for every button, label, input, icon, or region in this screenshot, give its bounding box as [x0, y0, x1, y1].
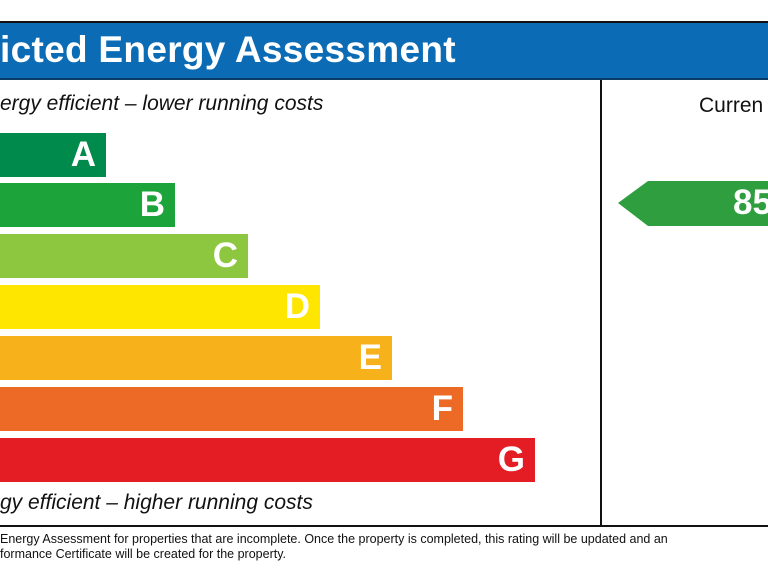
column-divider	[600, 80, 602, 526]
band-letter: E	[358, 338, 382, 377]
top-border	[0, 21, 768, 23]
band-letter: G	[497, 440, 525, 479]
header-banner: icted Energy Assessment	[0, 23, 768, 80]
bottom-caption: gy efficient – higher running costs	[0, 491, 313, 514]
top-caption: ergy efficient – lower running costs	[0, 92, 324, 115]
band-g: G	[0, 438, 535, 482]
footer-note: Energy Assessment for properties that ar…	[0, 532, 668, 562]
footer-line-1: Energy Assessment for properties that ar…	[0, 532, 668, 546]
band-d: D	[0, 285, 320, 329]
band-b: B	[0, 183, 175, 227]
band-letter: A	[70, 135, 96, 174]
current-rating-arrow	[618, 181, 768, 226]
band-letter: F	[431, 389, 453, 428]
page-title: icted Energy Assessment	[0, 29, 456, 70]
footer-line-2: formance Certificate will be created for…	[0, 547, 287, 561]
band-c: C	[0, 234, 248, 278]
band-letter: C	[212, 236, 238, 275]
current-rating-value: 85	[733, 183, 768, 222]
band-a: A	[0, 133, 106, 177]
band-letter: B	[139, 185, 165, 224]
bottom-border	[0, 525, 768, 527]
band-letter: D	[284, 287, 310, 326]
band-f: F	[0, 387, 463, 431]
current-column-label: Curren	[699, 94, 764, 117]
band-e: E	[0, 336, 392, 380]
